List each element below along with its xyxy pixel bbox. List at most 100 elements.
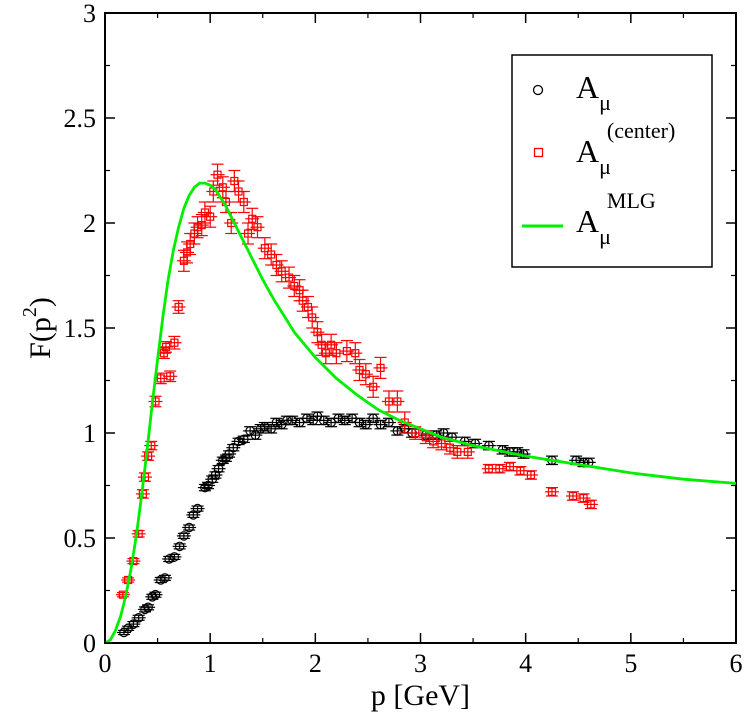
data-point-circle	[141, 602, 156, 613]
data-point-square	[131, 529, 146, 538]
y-tick-label: 1.5	[64, 314, 97, 343]
data-point-square	[352, 358, 367, 382]
marker-square	[332, 349, 341, 358]
marker-circle	[213, 463, 224, 474]
marker-circle	[233, 436, 244, 447]
marker-circle	[174, 541, 185, 552]
data-point-circle	[390, 426, 405, 436]
x-axis-title: p [GeV]	[371, 679, 470, 712]
data-point-square	[250, 216, 265, 239]
y-axis-title-close: )	[24, 297, 57, 307]
marker-square	[421, 433, 430, 442]
data-point-circle	[299, 413, 314, 424]
marker-circle	[228, 442, 239, 453]
marker-circle	[250, 430, 261, 440]
data-point-square	[408, 426, 423, 440]
marker-square	[437, 439, 446, 448]
marker-circle	[239, 434, 249, 445]
data-point-circle	[231, 436, 246, 447]
marker-square	[284, 273, 294, 282]
marker-circle	[470, 438, 480, 449]
marker-square	[239, 197, 248, 207]
marker-square	[516, 466, 525, 475]
marker-square	[327, 340, 336, 349]
data-point-circle	[248, 430, 263, 440]
data-point-square	[215, 176, 230, 199]
y-tick-label: 2	[83, 209, 96, 238]
marker-circle	[260, 421, 270, 432]
data-point-square	[305, 306, 320, 329]
data-point-square	[523, 470, 538, 480]
marker-square	[290, 281, 299, 291]
data-point-circle	[285, 415, 300, 426]
y-tick-label: 1	[83, 419, 96, 448]
marker-square	[298, 296, 307, 305]
data-point-circle	[148, 589, 163, 600]
marker-circle	[266, 423, 276, 434]
x-tick-label: 3	[414, 649, 427, 678]
marker-square	[193, 223, 202, 232]
marker-circle	[512, 447, 523, 457]
marker-circle	[179, 531, 189, 541]
data-point-square	[148, 395, 163, 408]
x-tick-label: 1	[204, 649, 217, 678]
data-point-square	[348, 342, 363, 365]
data-point-square	[492, 463, 507, 474]
marker-square	[308, 313, 317, 322]
data-point-circle	[331, 413, 346, 424]
data-point-circle	[236, 434, 251, 445]
marker-square	[445, 443, 455, 452]
data-point-square	[236, 190, 251, 214]
data-point-square	[257, 237, 272, 260]
data-point-square	[190, 216, 205, 239]
x-tick-label: 4	[519, 649, 532, 678]
data-point-circle	[126, 619, 141, 629]
data-point-square	[210, 163, 225, 186]
marker-square	[505, 462, 514, 471]
marker-square	[429, 437, 438, 446]
data-point-square	[141, 451, 156, 461]
data-point-square	[373, 356, 388, 379]
data-point-square	[390, 390, 405, 413]
data-point-square	[245, 207, 260, 230]
marker-square	[272, 260, 281, 270]
marker-square	[253, 223, 262, 232]
marker-square	[206, 212, 215, 221]
legend-entry-2: AμMLG	[576, 188, 656, 249]
data-point-circle	[131, 612, 146, 623]
y-tick-label: 0.5	[64, 524, 97, 553]
data-point-square	[565, 491, 580, 501]
data-point-circle	[337, 415, 352, 426]
marker-square	[411, 428, 420, 438]
legend-entry-0: Aμ	[576, 69, 611, 115]
legend-marker-circle	[532, 84, 544, 96]
marker-square	[277, 267, 286, 276]
legend-marker-square	[533, 147, 544, 158]
marker-square	[166, 372, 175, 381]
data-point-square	[329, 342, 344, 365]
marker-square	[342, 347, 351, 356]
marker-circle	[192, 503, 203, 514]
data-point-square	[324, 333, 339, 356]
data-point-square	[318, 342, 333, 365]
data-point-circle	[172, 541, 187, 552]
data-point-circle	[257, 421, 272, 432]
marker-circle	[169, 552, 180, 562]
data-point-square	[269, 253, 284, 277]
x-tick-label: 2	[309, 649, 322, 678]
series-line-mlg	[104, 181, 737, 645]
data-point-circle	[316, 415, 331, 426]
y-axis-title: F(p2)	[19, 297, 57, 359]
marker-square	[156, 374, 165, 383]
marker-square	[213, 170, 222, 179]
marker-square	[547, 487, 557, 496]
marker-square	[159, 349, 168, 358]
data-point-circle	[176, 531, 191, 541]
data-point-circle	[186, 510, 201, 520]
data-point-square	[158, 341, 173, 353]
marker-square	[484, 464, 493, 473]
marker-circle	[150, 589, 161, 600]
marker-square	[197, 221, 206, 230]
y-tick-label: 0	[83, 629, 96, 658]
